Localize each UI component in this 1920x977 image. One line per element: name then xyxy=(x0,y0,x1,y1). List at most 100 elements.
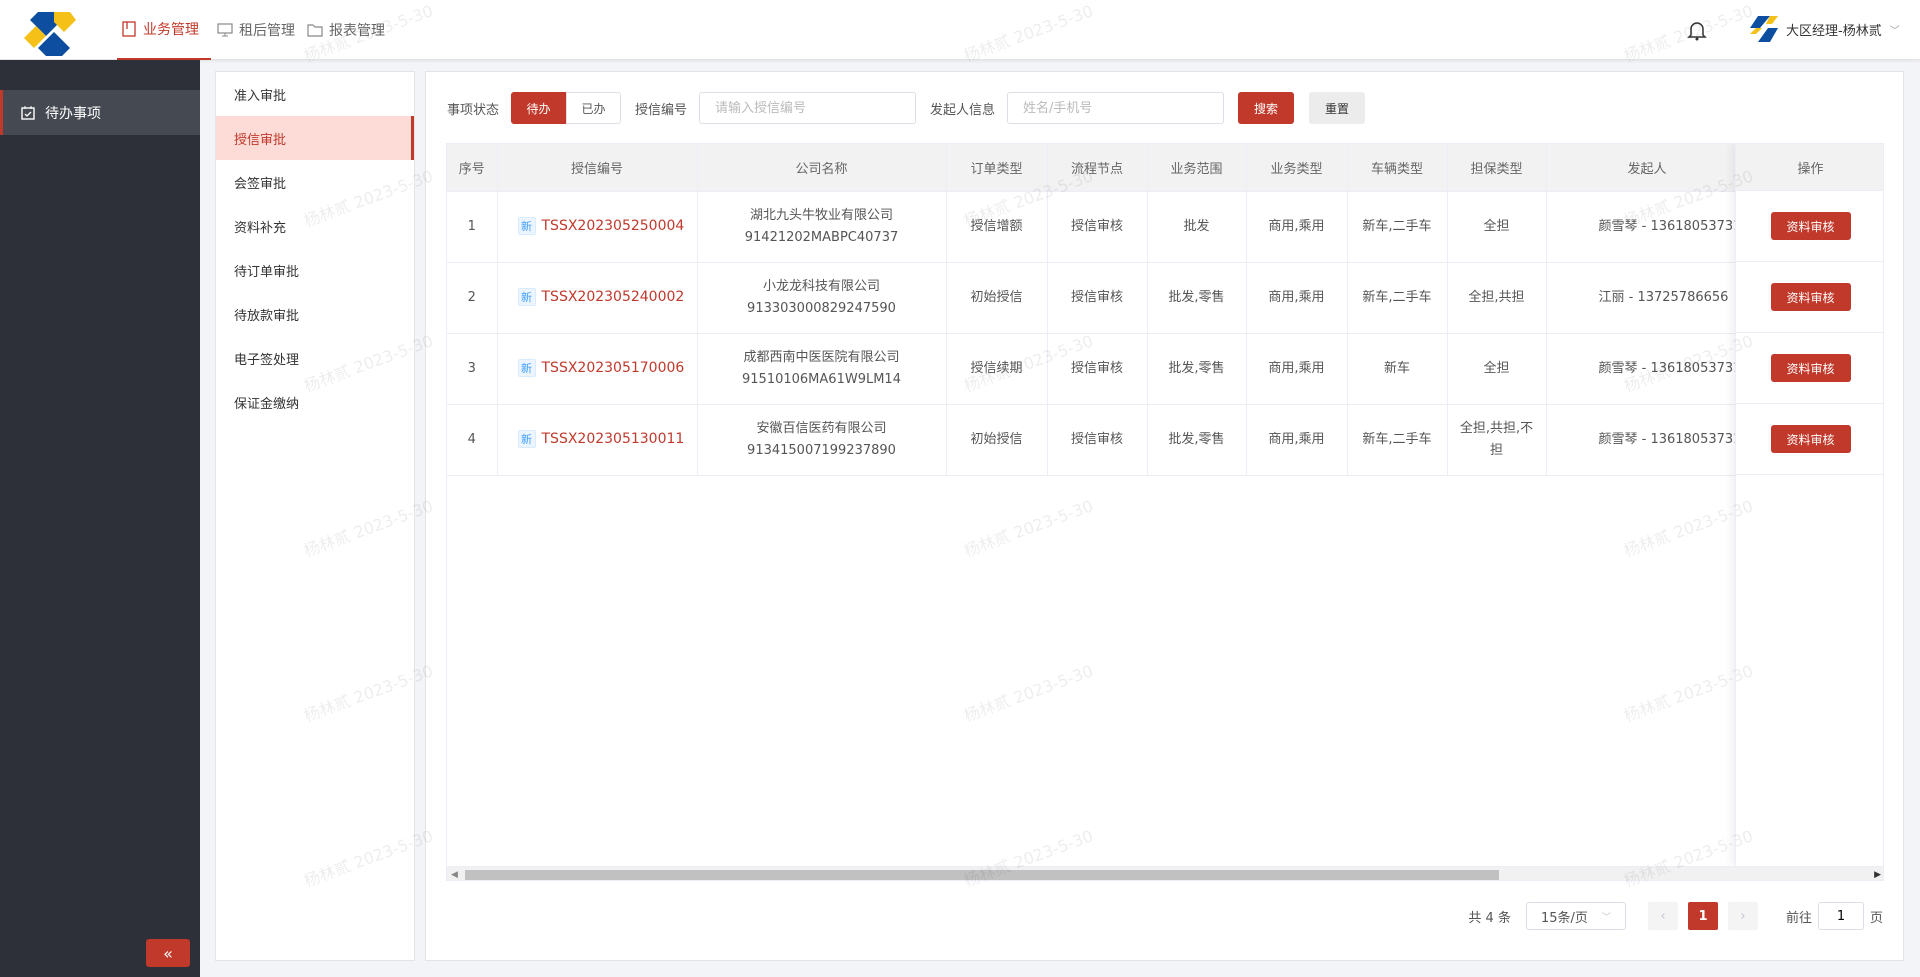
new-badge: 新 xyxy=(517,430,536,448)
status-label: 事项状态 xyxy=(447,102,500,118)
initiator: 颜雪琴 - 13618053731 xyxy=(1546,404,1749,476)
top-nav: 业务管理 租后管理 报表管理 xyxy=(117,0,391,60)
scrollbar-thumb[interactable] xyxy=(465,870,1499,880)
page-1-button[interactable]: 1 xyxy=(1687,902,1718,930)
nav-report-management[interactable]: 报表管理 xyxy=(301,0,391,60)
submenu-loan-approval[interactable]: 待放款审批 xyxy=(234,308,300,324)
guarantee-type: 全担,共担,不担 xyxy=(1447,404,1547,476)
user-menu[interactable]: 大区经理-杨林贰 ﹀ xyxy=(1750,16,1900,42)
column-header: 发起人 xyxy=(1546,144,1749,192)
submenu: 准入审批 授信审批 会签审批 资料补充 待订单审批 待放款审批 电子签处理 保证… xyxy=(215,71,415,961)
main-panel: 事项状态 待办 已办 授信编号 发起人信息 搜索 重置 序号授信编号公司名称订单… xyxy=(425,71,1904,961)
monitor-icon xyxy=(217,23,233,37)
order-type: 授信增额 xyxy=(946,191,1048,263)
status-toggle: 待办 已办 xyxy=(511,92,622,124)
reset-button[interactable]: 重置 xyxy=(1309,92,1366,124)
company-cell: 成都西南中医医院有限公司 91510106MA61W9LM14 xyxy=(697,333,947,405)
calendar-check-icon xyxy=(21,105,35,120)
company-name: 安徽百信医药有限公司 xyxy=(756,420,887,436)
bell-icon[interactable] xyxy=(1686,19,1708,41)
document-review-button[interactable]: 资料审核 xyxy=(1770,283,1851,311)
company-name: 小龙龙科技有限公司 xyxy=(762,278,880,294)
initiator-label: 发起人信息 xyxy=(930,102,996,118)
top-header: 业务管理 租后管理 报表管理 大区经理-杨林贰 ﹀ xyxy=(0,0,1920,60)
order-type: 授信续期 xyxy=(946,333,1048,405)
credit-id-link[interactable]: TSSX202305130011 xyxy=(541,431,685,447)
process-node: 授信审核 xyxy=(1047,262,1148,334)
nav-label: 业务管理 xyxy=(143,22,199,38)
credit-number-input[interactable] xyxy=(699,92,917,124)
business-scope: 批发,零售 xyxy=(1147,333,1247,405)
column-header: 流程节点 xyxy=(1047,144,1148,192)
prev-page-button[interactable]: ‹ xyxy=(1647,902,1678,930)
vehicle-type: 新车,二手车 xyxy=(1347,191,1448,263)
initiator-input[interactable] xyxy=(1007,92,1225,124)
column-header: 订单类型 xyxy=(946,144,1048,192)
document-review-button[interactable]: 资料审核 xyxy=(1770,354,1851,382)
goto-page-input[interactable] xyxy=(1817,902,1864,930)
action-cell: 资料审核 xyxy=(1736,262,1883,333)
company-code: 913303000829247590 xyxy=(747,300,896,316)
credit-id-cell: 新 TSSX202305170006 xyxy=(497,333,698,405)
scroll-left-icon[interactable]: ◀ xyxy=(451,870,458,880)
submenu-countersign-approval[interactable]: 会签审批 xyxy=(234,176,287,192)
company-cell: 湖北九头牛牧业有限公司 91421202MABPC40737 xyxy=(697,191,947,263)
sidebar-item-label: 待办事项 xyxy=(45,105,101,122)
guarantee-type: 全担 xyxy=(1447,191,1547,263)
submenu-e-signature[interactable]: 电子签处理 xyxy=(234,352,300,368)
status-done-tab[interactable]: 已办 xyxy=(566,92,622,124)
submenu-document-supplement[interactable]: 资料补充 xyxy=(234,220,287,236)
column-header: 业务范围 xyxy=(1147,144,1247,192)
guarantee-type: 全担 xyxy=(1447,333,1547,405)
nav-label: 报表管理 xyxy=(329,23,385,39)
total-count: 共 4 条 xyxy=(1468,910,1511,926)
collapse-sidebar-button[interactable]: « xyxy=(146,939,190,967)
sidebar-item-todo[interactable]: 待办事项 xyxy=(0,90,200,135)
nav-business-management[interactable]: 业务管理 xyxy=(117,0,211,60)
chevron-down-icon: ﹀ xyxy=(1889,25,1900,37)
business-scope: 批发 xyxy=(1147,191,1247,263)
credit-id-link[interactable]: TSSX202305170006 xyxy=(541,360,685,376)
page-size-select[interactable]: 15条/页 ﹀ xyxy=(1525,902,1626,930)
initiator: 颜雪琴 - 13618053731 xyxy=(1546,191,1749,263)
credit-id-cell: 新 TSSX202305130011 xyxy=(497,404,698,476)
company-cell: 小龙龙科技有限公司 913303000829247590 xyxy=(697,262,947,334)
status-pending-tab[interactable]: 待办 xyxy=(511,92,567,124)
order-type: 初始授信 xyxy=(946,262,1048,334)
next-page-button[interactable]: › xyxy=(1727,902,1758,930)
submenu-deposit-payment[interactable]: 保证金缴纳 xyxy=(234,396,300,412)
document-review-button[interactable]: 资料审核 xyxy=(1770,425,1851,453)
nav-post-lease-management[interactable]: 租后管理 xyxy=(211,0,301,60)
submenu-credit-approval[interactable]: 授信审批 xyxy=(216,116,414,160)
vehicle-type: 新车,二手车 xyxy=(1347,404,1448,476)
new-badge: 新 xyxy=(517,288,536,306)
vehicle-type: 新车 xyxy=(1347,333,1448,405)
search-button[interactable]: 搜索 xyxy=(1238,92,1295,124)
scroll-right-icon[interactable]: ▶ xyxy=(1874,870,1881,880)
credit-id-link[interactable]: TSSX202305250004 xyxy=(541,218,685,234)
business-type: 商用,乘用 xyxy=(1246,191,1348,263)
column-header: 序号 xyxy=(447,144,498,192)
horizontal-scrollbar[interactable]: ◀ ▶ xyxy=(447,866,1883,880)
submenu-admission-approval[interactable]: 准入审批 xyxy=(234,88,287,104)
vehicle-type: 新车,二手车 xyxy=(1347,262,1448,334)
row-number: 3 xyxy=(447,333,498,405)
page-suffix: 页 xyxy=(1869,910,1883,926)
row-number: 4 xyxy=(447,404,498,476)
column-header: 车辆类型 xyxy=(1347,144,1448,192)
company-name: 湖北九头牛牧业有限公司 xyxy=(749,207,893,223)
chevron-down-icon: ﹀ xyxy=(1601,912,1611,923)
initiator: 颜雪琴 - 13618053731 xyxy=(1546,333,1749,405)
company-code: 91510106MA61W9LM14 xyxy=(742,371,901,387)
submenu-order-approval[interactable]: 待订单审批 xyxy=(234,264,300,280)
action-cell: 资料审核 xyxy=(1736,333,1883,404)
table-header-row: 序号 授信编号 公司名称 订单类型 流程节点 业务范围 业务类型 车辆类型 担保类型 发起人 xyxy=(447,144,1749,192)
credit-id-link[interactable]: TSSX202305240002 xyxy=(541,289,685,305)
goto-label: 前往 xyxy=(1785,910,1812,926)
nav-label: 租后管理 xyxy=(239,23,295,39)
actions-column: 操作 资料审核 资料审核 资料审核 资料审核 xyxy=(1735,144,1883,866)
document-review-button[interactable]: 资料审核 xyxy=(1770,212,1851,240)
company-logo xyxy=(24,12,76,56)
sidebar: 待办事项 « xyxy=(0,60,200,977)
column-header-actions: 操作 xyxy=(1736,144,1883,191)
